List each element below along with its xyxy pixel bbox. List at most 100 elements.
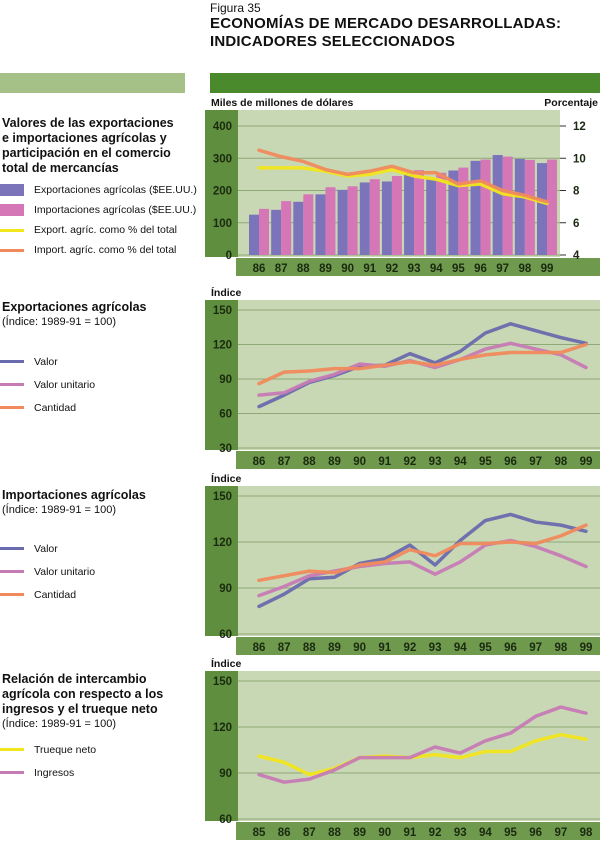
x-tick-label: 87 (278, 642, 291, 654)
legend-label: Exportaciones agrícolas ($EE.UU.) (34, 184, 197, 196)
bar-imports (347, 186, 358, 255)
section-3-legend: Valor Valor unitario Cantidad (0, 537, 205, 606)
x-tick-label: 93 (429, 642, 442, 654)
x-tick-label: 96 (529, 827, 542, 839)
legend-item-valor: Valor (0, 350, 205, 373)
series-line-valor (257, 512, 588, 609)
y-tick-label: 100 (213, 218, 232, 230)
bar-imports (436, 172, 447, 255)
bar-imports (325, 187, 336, 255)
y2-tick-label: 10 (573, 153, 586, 165)
section-1-title: Valores de las exportaciones e importaci… (2, 116, 174, 176)
pink-line-swatch-icon (0, 570, 24, 573)
x-tick-label: 96 (474, 263, 487, 275)
x-tick-label: 93 (454, 827, 467, 839)
y-tick-label: 60 (219, 629, 232, 641)
x-tick-label: 88 (303, 642, 316, 654)
section-4-legend: Trueque neto Ingresos (0, 738, 205, 784)
x-tick-label: 86 (253, 263, 266, 275)
y-tick-label: 90 (219, 374, 232, 386)
x-tick-label: 94 (479, 827, 492, 839)
y-tick-label: 150 (213, 305, 232, 317)
chart-1-ylabel: Miles de millones de dólares (211, 97, 354, 109)
legend-label: Importaciones agrícolas ($EE.UU.) (34, 204, 197, 216)
legend-item-export-share: Export. agríc. como % del total (0, 220, 205, 240)
bar-exports (404, 172, 415, 255)
section-2-legend: Valor Valor unitario Cantidad (0, 350, 205, 419)
bar-imports (391, 175, 402, 255)
x-tick-label: 90 (353, 456, 366, 468)
y-tick-label: 90 (219, 583, 232, 595)
series-line-valor-unitario (257, 538, 588, 598)
y-tick-label: 300 (213, 153, 232, 165)
x-tick-label: 91 (363, 263, 376, 275)
bar-imports (547, 159, 557, 255)
legend-item-imports: Importaciones agrícolas ($EE.UU.) (0, 200, 205, 220)
section-3-subtitle: (Índice: 1989-91 = 100) (2, 504, 117, 516)
exports-swatch-icon (0, 184, 24, 196)
x-tick-label: 93 (429, 456, 442, 468)
x-tick-label: 95 (479, 456, 492, 468)
y-axis-band (205, 671, 238, 821)
y2-tick-label: 12 (573, 121, 586, 133)
x-tick-label: 88 (303, 456, 316, 468)
y-tick-label: 150 (213, 676, 232, 688)
figure-title: ECONOMÍAS DE MERCADO DESARROLLADAS: INDI… (210, 15, 561, 51)
legend-item-exports: Exportaciones agrícolas ($EE.UU.) (0, 180, 205, 200)
y-tick-label: 150 (213, 491, 232, 503)
legend-item-cantidad: Cantidad (0, 396, 205, 419)
series-line-import-agr-c-como-del-total (257, 148, 549, 204)
x-axis-band (236, 637, 600, 655)
section-4-title-line: ingresos y el trueque neto (2, 702, 158, 716)
x-tick-label: 95 (452, 263, 465, 275)
legend-item-valor: Valor (0, 537, 205, 560)
bar-imports (502, 156, 513, 255)
x-tick-label: 89 (328, 456, 341, 468)
x-tick-label: 85 (253, 827, 266, 839)
orange-line-swatch-icon (0, 593, 24, 596)
x-axis-band (236, 451, 600, 469)
series-line-trueque-neto (257, 732, 588, 777)
chart-2-ylabel: Índice (211, 287, 242, 299)
bar-imports (458, 167, 469, 255)
y-tick-label: 30 (219, 443, 232, 455)
y-tick-label: 60 (219, 814, 232, 826)
x-tick-label: 88 (297, 263, 310, 275)
x-tick-label: 98 (518, 263, 531, 275)
bar-exports (448, 170, 459, 255)
chart-3-ylabel: Índice (211, 473, 242, 485)
x-tick-label: 86 (253, 642, 266, 654)
x-tick-label: 95 (504, 827, 517, 839)
y-tick-label: 0 (226, 250, 232, 262)
chart-2-line: 30 60 90 120 150 86 87 88 89 90 91 92 93 94 95 96 97 98 99 (205, 300, 600, 469)
section-4-title: Relación de intercambio agrícola con res… (2, 672, 163, 732)
plot-area (238, 300, 600, 450)
x-axis-band (236, 258, 600, 276)
yellow-line-swatch-icon (0, 748, 24, 751)
x-axis-band (236, 822, 600, 840)
y2-tick-label: 6 (573, 218, 579, 230)
y-axis-band (205, 300, 238, 450)
legend-item-valor-unitario: Valor unitario (0, 560, 205, 583)
yellow-line-swatch-icon (0, 228, 24, 232)
y-axis-band (205, 110, 238, 257)
legend-label: Cantidad (34, 401, 77, 414)
series-line-ingresos (257, 705, 588, 784)
x-tick-label: 99 (580, 456, 593, 468)
x-tick-label: 94 (430, 263, 443, 275)
bar-exports (249, 214, 259, 255)
chart-1-bar: 0 100 200 300 400 4 6 8 10 12 86 87 88 89 90 91 92 93 94 95… (205, 110, 600, 276)
x-tick-label: 92 (404, 456, 417, 468)
section-2-title-line: Exportaciones agrícolas (2, 300, 147, 314)
section-1-title-line: participación en el comercio (2, 146, 171, 160)
section-4-subtitle: (Índice: 1989-91 = 100) (2, 718, 117, 730)
bar-exports (337, 189, 348, 255)
x-tick-label: 97 (529, 642, 542, 654)
figure-title-line-1: ECONOMÍAS DE MERCADO DESARROLLADAS: (210, 15, 562, 32)
y-tick-label: 120 (213, 537, 232, 549)
section-2-subtitle: (Índice: 1989-91 = 100) (2, 316, 117, 328)
section-1-legend: Exportaciones agrícolas ($EE.UU.) Import… (0, 180, 205, 260)
bar-imports (369, 179, 380, 255)
x-tick-label: 91 (404, 827, 417, 839)
x-tick-label: 93 (408, 263, 421, 275)
